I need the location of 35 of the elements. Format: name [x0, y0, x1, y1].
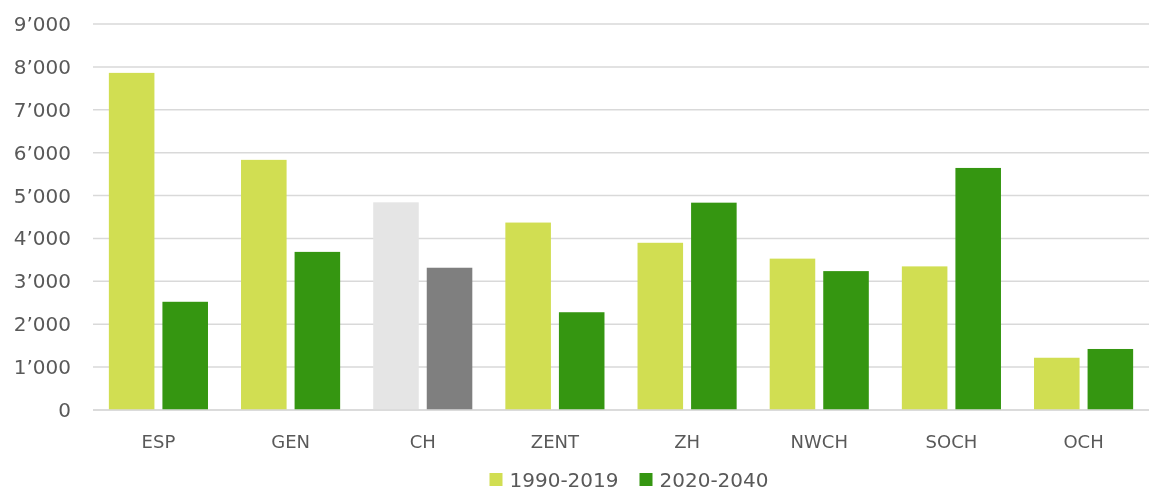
bar [162, 301, 208, 410]
bar [637, 242, 684, 410]
bar [294, 251, 341, 410]
text: 1’000 [13, 355, 71, 380]
bar [1087, 348, 1134, 410]
text: 6’000 [13, 140, 71, 165]
text: 4’000 [13, 226, 71, 251]
x-tick-label: OCH [1063, 431, 1104, 452]
legend-label: 1990-2019 [509, 468, 619, 492]
bar [241, 159, 287, 410]
text: 0 [58, 398, 71, 422]
bar [426, 267, 473, 410]
text: 9’000 [13, 12, 71, 36]
bar [955, 167, 1001, 410]
x-tick-label: ESP [141, 431, 176, 452]
text: 5’000 [13, 183, 71, 208]
bar [505, 222, 551, 410]
text: 2’000 [13, 312, 71, 337]
x-tick-label: NWCH [790, 431, 848, 452]
text: 7’000 [13, 97, 71, 122]
bar [108, 72, 155, 410]
x-tick-label: GEN [271, 431, 310, 452]
bar [1034, 357, 1080, 410]
bar [901, 266, 948, 410]
x-tick-label: ZH [674, 431, 701, 452]
bar [823, 271, 869, 410]
x-tick-label: SOCH [925, 431, 978, 452]
bar [691, 202, 737, 410]
text: 8’000 [13, 54, 71, 79]
bar [769, 258, 816, 410]
x-tick-label: ZENT [530, 431, 580, 452]
text: 3’000 [13, 269, 71, 294]
x-tick-label: CH [409, 431, 436, 452]
bar [558, 312, 605, 410]
legend-label: 2020-2040 [659, 468, 769, 492]
